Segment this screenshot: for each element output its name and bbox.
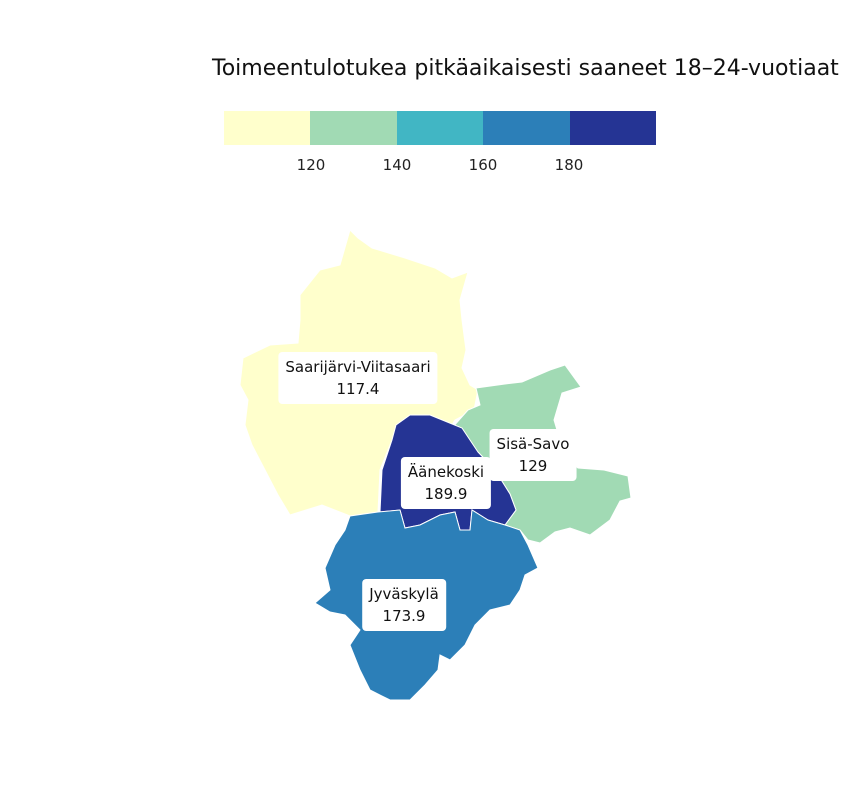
legend-tick: 160 xyxy=(468,156,498,174)
legend-bin-5 xyxy=(569,111,657,145)
region-value: 117.4 xyxy=(336,380,380,398)
region-name: Sisä-Savo xyxy=(496,435,570,453)
region-value: 189.9 xyxy=(424,485,468,503)
legend-bin-4 xyxy=(483,111,570,145)
label-aanekoski: Äänekoski 189.9 xyxy=(400,457,492,509)
label-jyvaskyla: Jyväskylä 173.9 xyxy=(362,579,446,631)
legend-bin-1 xyxy=(224,111,311,145)
region-name: Saarijärvi-Viitasaari xyxy=(285,358,431,376)
region-name: Äänekoski xyxy=(407,463,485,481)
region-name: Jyväskylä xyxy=(369,585,439,603)
region-value: 129 xyxy=(518,457,548,475)
legend-tick: 140 xyxy=(382,156,412,174)
legend-tick: 120 xyxy=(296,156,326,174)
label-saarijarvi-viitasaari: Saarijärvi-Viitasaari 117.4 xyxy=(278,352,438,404)
label-sisa-savo: Sisä-Savo 129 xyxy=(489,429,577,481)
legend-tick: 180 xyxy=(554,156,584,174)
region-value: 173.9 xyxy=(382,607,426,625)
map-title: Toimeentulotukea pitkäaikaisesti saaneet… xyxy=(212,56,839,81)
legend-bin-2 xyxy=(310,111,397,145)
legend-bin-3 xyxy=(396,111,484,145)
color-legend xyxy=(224,111,657,145)
